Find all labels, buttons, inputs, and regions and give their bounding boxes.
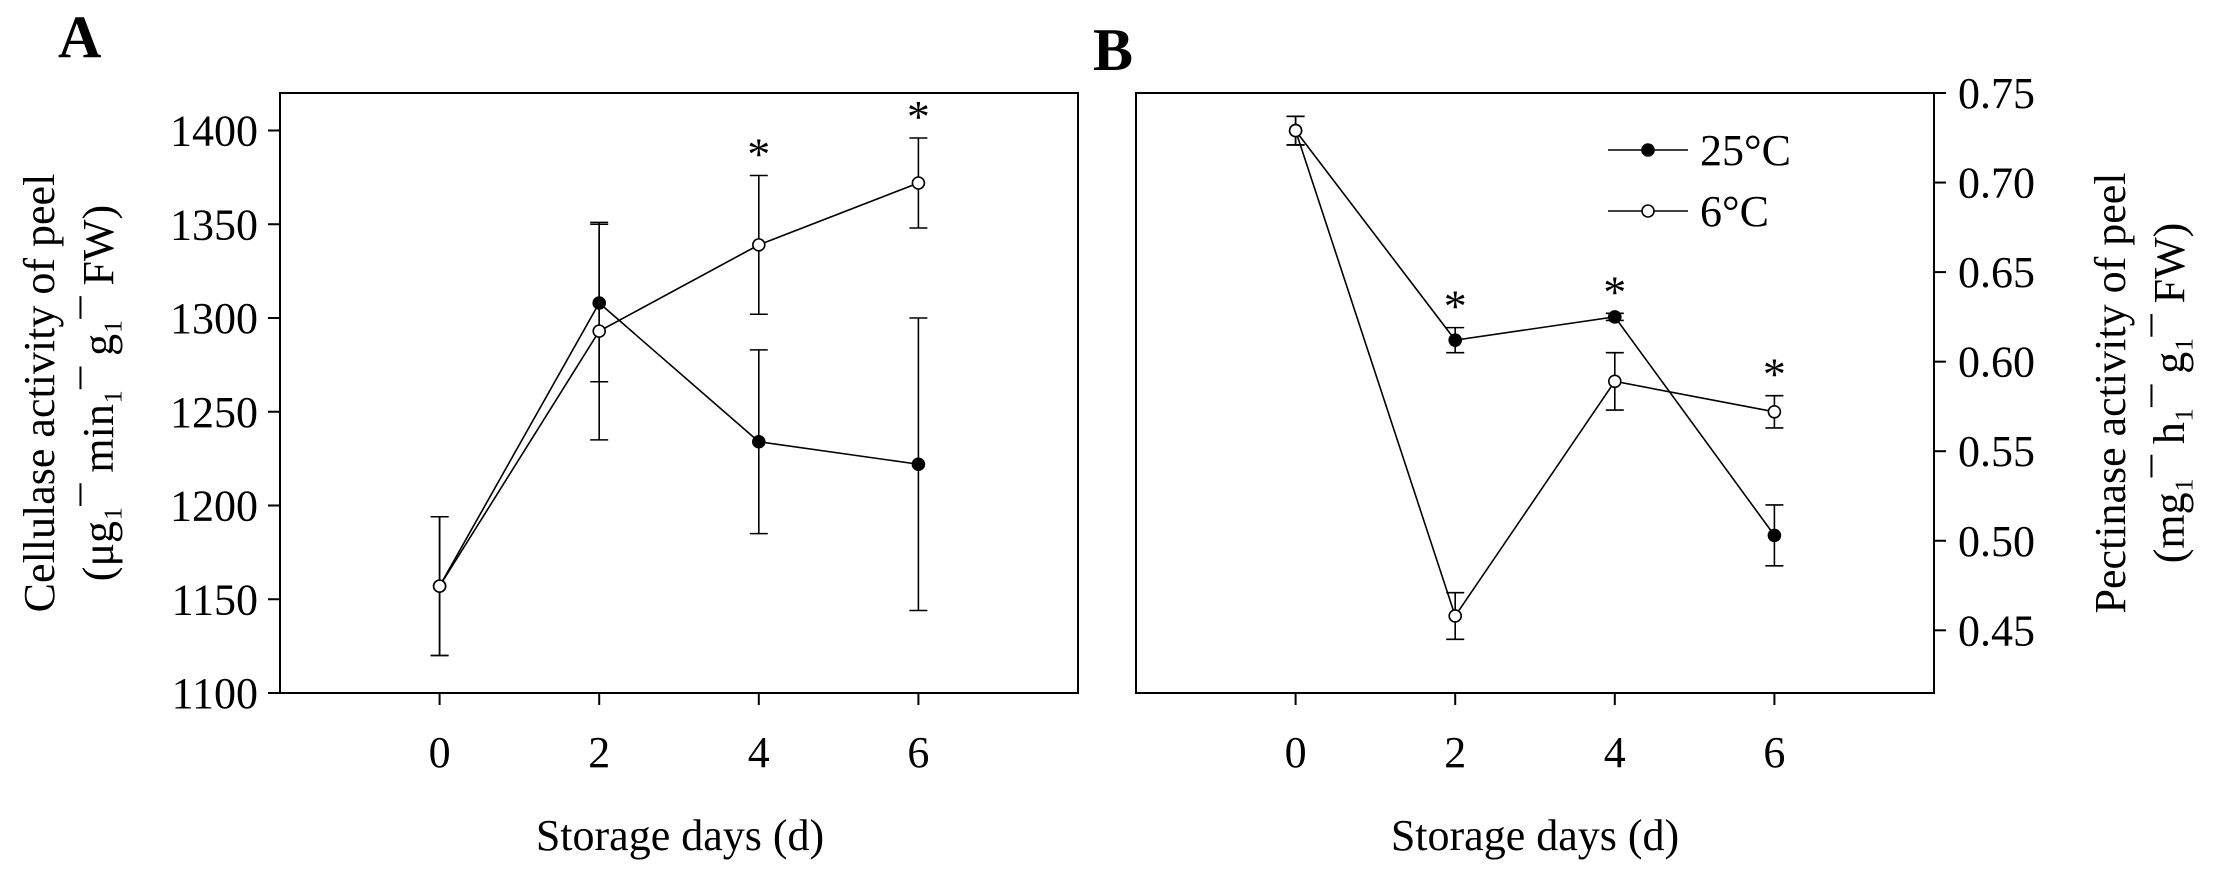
- panel-b-x-ticks: 0 2 4 6: [1285, 693, 1785, 777]
- panel-a-y-axis-title-line1: Cellulase activity of peel: [15, 174, 64, 613]
- panel-b-label: B: [1093, 17, 1133, 83]
- panel-a-data-point: [592, 324, 607, 338]
- panel-b-data-point: [1608, 310, 1622, 324]
- panel-a-x-tick-label: 4: [748, 728, 770, 777]
- panel-a-y-tick-label: 1150: [172, 575, 258, 624]
- legend-label: 6°C: [1700, 187, 1769, 236]
- panel-b-y-tick-label: 0.65: [1958, 248, 2035, 297]
- panel-b-data-point: [1767, 528, 1782, 543]
- panel-b-y-axis-title-line2: (mg₁¯ h₁¯ g₁¯ FW): [2145, 223, 2194, 564]
- panel-a-y-tick-label: 1350: [170, 200, 258, 249]
- panel-b: B 0.45 0.50 0.55 0.60 0.65 0.70 0.75 0 2 4 6 * ** …: [1093, 17, 2194, 860]
- panel-b-x-tick-label: 6: [1763, 728, 1785, 777]
- panel-b-data-point: [1288, 123, 1303, 138]
- panel-b-data-point: [1448, 333, 1462, 347]
- panel-b-y-tick-label: 0.50: [1958, 517, 2035, 566]
- legend-marker: [1641, 204, 1655, 218]
- panel-a-frame: [279, 92, 1079, 694]
- panel-a-x-tick-label: 6: [907, 728, 929, 777]
- panel-b-x-axis-title: Storage days (d): [1391, 811, 1679, 860]
- panel-b-y-tick-label: 0.70: [1958, 159, 2035, 208]
- panel-b-significance-star: *: [1444, 281, 1467, 332]
- panel-a-x-ticks: 0 2 4 6: [429, 693, 929, 777]
- panel-a-y-axis-title-line2: (μg₁¯ min₁¯ g₁¯ FW): [74, 205, 123, 581]
- panel-b-significance-star: *: [1763, 349, 1786, 400]
- panel-a-significance-star: *: [747, 129, 770, 180]
- panel-a-series-line: [438, 182, 919, 587]
- panel-a-y-tick-label: 1400: [170, 107, 258, 156]
- panel-a-y-tick-label: 1200: [170, 482, 258, 531]
- panel-b-plot-area: * * *: [1286, 115, 1786, 641]
- panel-b-legend: 25°C 6°C: [1608, 126, 1791, 236]
- panel-a-data-point: [432, 579, 447, 593]
- panel-b-y-ticks: 0.45 0.50 0.55 0.60 0.65 0.70 0.75: [1934, 69, 2035, 655]
- panel-b-frame: [1135, 92, 1935, 694]
- panel-a-x-axis-title: Storage days (d): [536, 811, 824, 860]
- panel-a-y-tick-label: 1250: [170, 388, 258, 437]
- panel-b-series-line: [1294, 130, 1775, 618]
- panel-a-y-tick-label: 1100: [172, 669, 258, 718]
- panel-a-data-point: [751, 238, 766, 252]
- panel-b-data-point: [1448, 609, 1462, 623]
- panel-b-y-tick-label: 0.55: [1958, 427, 2035, 476]
- panel-a-series-line: [438, 301, 919, 587]
- panel-a-data-point: [911, 457, 926, 472]
- panel-b-x-tick-label: 4: [1604, 728, 1626, 777]
- panel-b-x-tick-label: 0: [1285, 728, 1307, 777]
- panel-a-significance-star: *: [907, 91, 930, 142]
- panel-b-y-tick-label: 0.60: [1958, 338, 2035, 387]
- panel-a-x-tick-label: 2: [588, 728, 610, 777]
- legend-marker: [1641, 143, 1655, 157]
- panel-a-label: A: [58, 4, 101, 70]
- panel-a-plot-area: **: [430, 91, 930, 657]
- panel-a-y-tick-label: 1300: [170, 294, 258, 343]
- panel-b-y-axis-title-line1: Pectinase activity of peel: [2086, 172, 2135, 613]
- panel-a-data-point: [751, 434, 766, 449]
- panel-b-data-point: [1608, 374, 1622, 389]
- panel-b-data-point: [1767, 405, 1782, 419]
- panel-a-y-ticks: 1100 1150 1200 1250 1300 1350 1400: [170, 107, 280, 718]
- legend-label: 25°C: [1700, 126, 1791, 175]
- panel-b-y-tick-label: 0.45: [1958, 606, 2035, 655]
- panel-a-x-tick-label: 0: [429, 728, 451, 777]
- panel-a-data-point: [911, 176, 926, 190]
- panel-b-significance-star: *: [1603, 266, 1626, 317]
- panel-b-series-line: [1294, 130, 1776, 536]
- panel-b-y-tick-label: 0.75: [1958, 69, 2035, 118]
- panel-b-x-tick-label: 2: [1444, 728, 1466, 777]
